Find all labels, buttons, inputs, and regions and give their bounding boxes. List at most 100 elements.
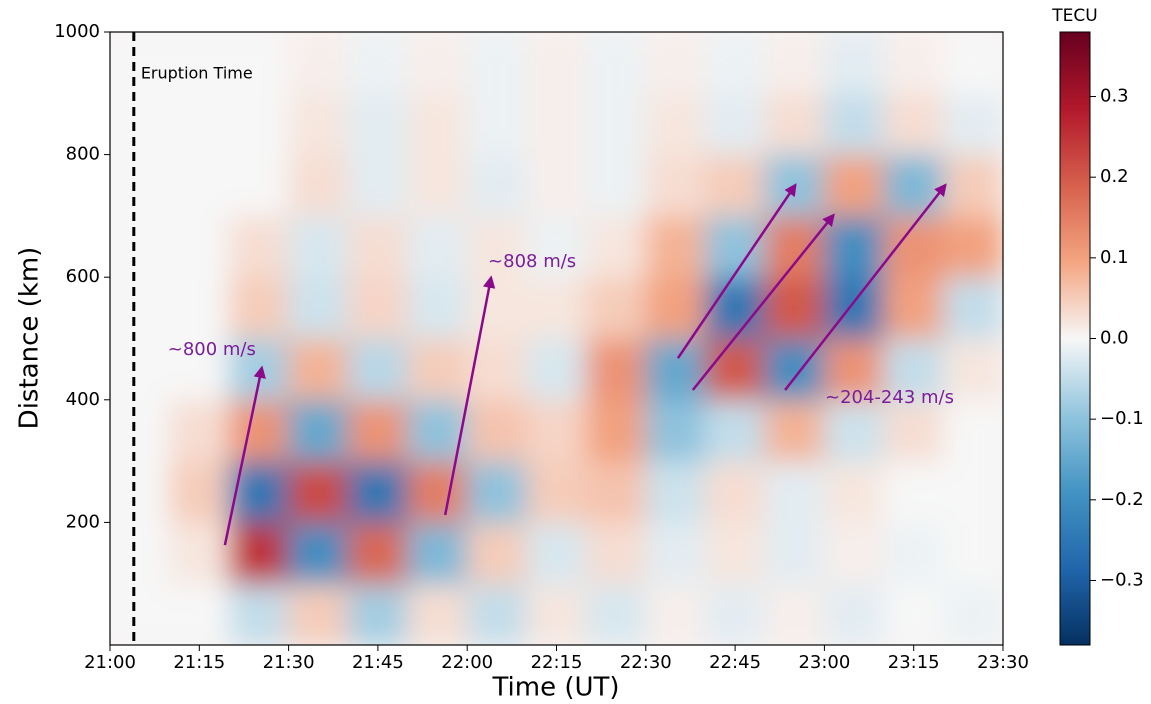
- heat-cell: [942, 583, 1003, 645]
- heat-cell: [585, 399, 647, 462]
- heat-cell: [110, 399, 171, 462]
- heat-cell: [764, 583, 825, 645]
- heat-cell: [645, 92, 706, 156]
- heat-cell: [823, 92, 885, 156]
- x-tick-label: 21:45: [352, 652, 404, 673]
- heatmap: [110, 32, 1003, 645]
- heat-cell: [942, 32, 1003, 94]
- heat-cell: [585, 92, 647, 156]
- colorbar-label: TECU: [1051, 6, 1097, 26]
- heat-cell: [942, 460, 1003, 523]
- heat-cell: [704, 92, 766, 156]
- y-axis-label: Distance (km): [15, 247, 45, 430]
- heat-cell: [526, 460, 587, 523]
- heat-cell: [347, 338, 409, 401]
- heat-cell: [764, 215, 825, 278]
- heat-cell: [823, 154, 885, 217]
- heat-cell: [169, 338, 230, 401]
- heat-cell: [764, 399, 825, 462]
- heat-cell: [942, 92, 1003, 156]
- heat-cell: [585, 154, 647, 217]
- heat-cell: [228, 460, 290, 523]
- heat-cell: [347, 32, 409, 94]
- heat-cell: [169, 276, 230, 339]
- heat-cell: [883, 338, 944, 401]
- heat-cell: [704, 338, 766, 401]
- y-tick-label: 200: [66, 511, 100, 532]
- heat-cell: [585, 583, 647, 645]
- heat-cell: [645, 399, 706, 462]
- heat-cell: [347, 215, 409, 278]
- heat-cell: [288, 92, 349, 156]
- heat-cell: [585, 32, 647, 94]
- heat-cell: [228, 521, 290, 585]
- heat-cell: [883, 399, 944, 462]
- heat-cell: [347, 154, 409, 217]
- heat-cell: [407, 92, 468, 156]
- eruption-label: Eruption Time: [141, 64, 253, 83]
- heat-cell: [407, 32, 468, 94]
- heat-cell: [764, 460, 825, 523]
- heat-cell: [526, 583, 587, 645]
- x-tick-label: 21:30: [263, 652, 315, 673]
- heat-cell: [704, 583, 766, 645]
- heat-cell: [883, 32, 944, 94]
- heat-cell: [526, 399, 587, 462]
- x-tick-label: 21:15: [173, 652, 225, 673]
- arrow: [691, 213, 835, 391]
- heat-cell: [228, 399, 290, 462]
- heat-cell: [526, 32, 587, 94]
- heat-cell: [645, 154, 706, 217]
- y-tick-label: 800: [66, 144, 100, 165]
- colorbar: [1059, 31, 1091, 646]
- heat-cell: [764, 338, 825, 401]
- colorbar-tick-label: 0.3: [1100, 86, 1129, 107]
- heat-cell: [110, 154, 171, 217]
- colorbar-tick-label: −0.1: [1100, 408, 1144, 429]
- arrow-label: ~800 m/s: [168, 339, 256, 360]
- x-tick-label: 22:45: [709, 652, 761, 673]
- heat-cell: [883, 92, 944, 156]
- heat-cell: [347, 399, 409, 462]
- heat-cell: [288, 338, 349, 401]
- heat-cell: [110, 215, 171, 278]
- x-tick-label: 21:00: [84, 652, 136, 673]
- heat-cell: [169, 583, 230, 645]
- heat-cell: [585, 276, 647, 339]
- heat-cell: [466, 399, 528, 462]
- colorbar-tick-label: 0.2: [1100, 166, 1129, 187]
- heat-cell: [942, 521, 1003, 585]
- heat-cell: [704, 276, 766, 339]
- heat-cell: [407, 154, 468, 217]
- arrow: [784, 183, 947, 391]
- heat-cell: [883, 521, 944, 585]
- heat-cell: [407, 215, 468, 278]
- heat-cell: [645, 521, 706, 585]
- heat-cell: [110, 583, 171, 645]
- heat-cell: [288, 460, 349, 523]
- heat-cell: [110, 92, 171, 156]
- x-tick-label: 22:30: [620, 652, 672, 673]
- heat-cell: [169, 521, 230, 585]
- heat-cell: [764, 92, 825, 156]
- heat-cell: [407, 399, 468, 462]
- heat-cell: [347, 92, 409, 156]
- arrow-label: ~808 m/s: [488, 251, 576, 272]
- heat-cell: [288, 399, 349, 462]
- heat-cell: [228, 583, 290, 645]
- x-tick-label: 22:15: [531, 652, 583, 673]
- arrow: [676, 183, 797, 359]
- x-tick-label: 23:15: [888, 652, 940, 673]
- heat-cell: [883, 583, 944, 645]
- heat-cell: [764, 276, 825, 339]
- heat-cell: [407, 521, 468, 585]
- heat-cell: [883, 276, 944, 339]
- heat-cell: [645, 215, 706, 278]
- heat-cell: [347, 583, 409, 645]
- heat-cell: [169, 92, 230, 156]
- heat-cell: [466, 154, 528, 217]
- x-axis-label: Time (UT): [491, 673, 619, 703]
- heat-cell: [466, 460, 528, 523]
- heat-cell: [823, 399, 885, 462]
